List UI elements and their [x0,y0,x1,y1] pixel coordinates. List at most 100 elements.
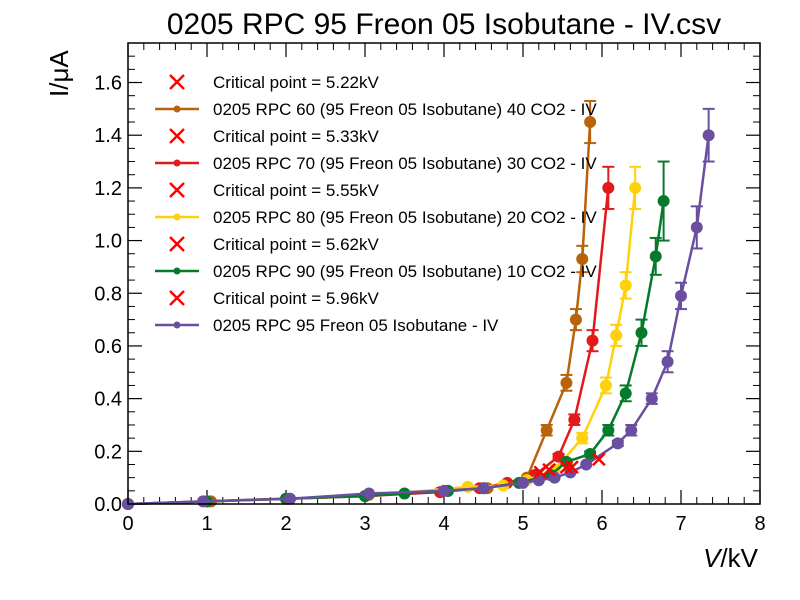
data-point [461,480,474,493]
data-point [625,424,638,437]
data-point [548,471,561,484]
x-tick-label: 8 [754,513,765,535]
legend-critical-entry: Critical point = 5.96kV [169,289,379,308]
y-tick-label: 0.0 [94,494,122,516]
legend-critical-label: Critical point = 5.22kV [213,73,379,92]
legend-point-swatch [173,267,181,275]
series-line [127,121,592,506]
data-point [580,458,593,471]
data-point [477,482,490,495]
legend: Critical point = 5.22kV 0205 RPC 60 (95 F… [155,73,597,335]
data-point [568,413,581,426]
legend-series-entry: 0205 RPC 95 Freon 05 Isobutane - IV [155,316,499,335]
critical-point-marker-4 [565,460,579,475]
data-point [569,313,582,326]
legend-series-label: 0205 RPC 70 (95 Freon 05 Isobutane) 30 C… [213,154,597,173]
x-tick-label: 1 [201,513,212,535]
critical-x-stroke [559,460,574,475]
data-point [619,387,632,400]
x-tick-label: 6 [596,513,607,535]
legend-point-swatch [173,105,181,113]
x-tick-label: 2 [280,513,291,535]
x-axis-label-var: V [703,543,723,573]
legend-critical-label: Critical point = 5.55kV [213,181,379,200]
data-point [584,447,597,460]
y-tick-label: 0.6 [94,336,122,358]
data-point [611,437,624,450]
legend-point-swatch [173,159,181,167]
data-point [661,355,674,368]
data-point [602,424,615,437]
y-tick-label: 0.2 [94,441,122,463]
critical-point-marker-2 [542,462,556,477]
data-point [584,116,597,129]
legend-critical-entry: Critical point = 5.55kV [169,181,379,200]
legend-series-entry: 0205 RPC 80 (95 Freon 05 Isobutane) 20 C… [155,208,597,227]
legend-point-swatch [173,213,181,221]
data-point [619,279,632,292]
y-tick-label: 0.8 [94,283,122,305]
data-point [362,487,375,500]
critical-x-stroke [591,452,606,467]
legend-x-marker [169,74,185,90]
y-tick-label: 0.4 [94,389,122,411]
data-point [702,129,715,142]
data-point [690,221,703,234]
data-point [576,253,589,266]
legend-point-swatch [173,321,181,329]
data-point [576,432,589,445]
legend-series-entry: 0205 RPC 90 (95 Freon 05 Isobutane) 10 C… [155,262,597,281]
legend-critical-label: Critical point = 5.96kV [213,289,379,308]
x-tick-label: 5 [517,513,528,535]
x-tick-label: 4 [438,513,449,535]
data-point [560,376,573,389]
data-point [197,495,210,508]
legend-critical-entry: Critical point = 5.62kV [169,235,379,254]
critical-point-marker-3 [559,460,574,475]
data-point [675,289,687,302]
legend-series-label: 0205 RPC 60 (95 Freon 05 Isobutane) 40 C… [213,100,597,119]
x-axis-label: V/kV [703,543,759,573]
data-point [438,484,450,497]
plot-area [122,99,715,510]
y-tick-label: 1.4 [94,125,122,147]
legend-critical-label: Critical point = 5.33kV [213,127,379,146]
data-point [657,195,670,208]
data-point [629,181,642,194]
data-point [645,392,658,405]
data-point [599,379,612,392]
legend-series-entry: 0205 RPC 60 (95 Freon 05 Isobutane) 40 C… [155,100,597,119]
critical-x-stroke [565,460,579,475]
legend-critical-label: Critical point = 5.62kV [213,235,379,254]
legend-critical-entry: Critical point = 5.33kV [169,127,379,146]
series-5 [122,107,715,510]
legend-series-label: 0205 RPC 90 (95 Freon 05 Isobutane) 10 C… [213,262,597,281]
legend-x-marker [169,182,185,198]
legend-x-marker [169,236,185,252]
data-point [586,334,599,347]
plot-frame [127,42,761,505]
legend-x-marker [169,290,185,306]
data-point [540,424,553,437]
critical-point-marker-5 [591,452,606,467]
legend-series-entry: 0205 RPC 70 (95 Freon 05 Isobutane) 30 C… [155,154,597,173]
y-axis-label: I/μA [44,50,74,97]
data-point [517,476,529,489]
data-point [283,492,296,505]
chart-title: 0205 RPC 95 Freon 05 Isobutane - IV.csv [167,8,721,41]
y-tick-label: 1.0 [94,231,122,253]
data-point [602,181,615,194]
data-point [635,326,648,339]
legend-series-label: 0205 RPC 80 (95 Freon 05 Isobutane) 20 C… [213,208,597,227]
legend-x-marker [169,128,185,144]
x-tick-label: 3 [359,513,370,535]
y-tick-label: 1.2 [94,178,122,200]
x-axis-label-unit: /kV [720,543,758,573]
y-tick-label: 1.6 [94,73,122,95]
legend-critical-entry: Critical point = 5.22kV [169,73,379,92]
legend-series-label: 0205 RPC 95 Freon 05 Isobutane - IV [213,316,499,335]
critical-point-marker-1 [533,465,548,480]
critical-x-stroke [542,462,556,477]
critical-x-stroke [533,465,548,480]
